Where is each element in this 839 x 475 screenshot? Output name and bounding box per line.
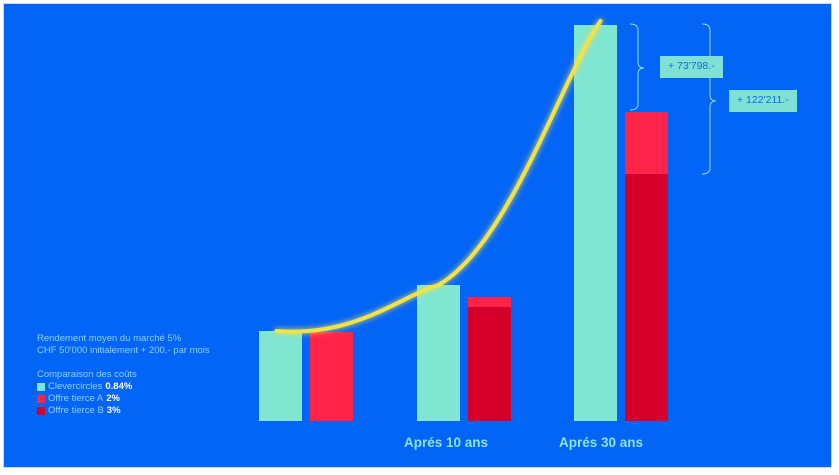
market-info: Rendement moyen du marché 5% CHF 50'000 …	[37, 333, 210, 357]
legend-name: Clevercircles	[48, 381, 103, 392]
legend-item-clevercircles: Clevercircles 0.84%	[37, 381, 137, 393]
legend-swatch-offre-a	[37, 395, 45, 403]
legend-title: Comparaison des coûts	[37, 369, 137, 380]
legend-name: Offre tierce A	[48, 393, 104, 404]
growth-trend-line	[274, 19, 603, 334]
legend-value: 2%	[106, 393, 120, 404]
bar-offre-b-1	[468, 307, 511, 421]
bar-clevercircles-1	[417, 285, 460, 421]
bar-offre-b-2	[625, 174, 668, 421]
investment-text: CHF 50'000 initialement + 200.- par mois	[37, 345, 210, 356]
legend: Comparaison des coûts Clevercircles 0.84…	[37, 369, 137, 417]
legend-value: 3%	[106, 405, 121, 416]
legend-name: Offre tierce B	[48, 405, 104, 416]
bar-offre-a-0	[310, 332, 353, 421]
legend-swatch-offre-b	[37, 407, 45, 415]
bar-clevercircles-0	[259, 331, 302, 421]
bar-chart	[259, 19, 717, 421]
bars-group	[259, 25, 668, 421]
bar-clevercircles-2	[574, 25, 617, 421]
difference-label-a: + 73'798.-	[660, 56, 723, 78]
period-label-10-years: Aprés 10 ans	[404, 435, 489, 450]
legend-swatch-clevercircles	[37, 383, 45, 391]
brace-a	[629, 23, 645, 111]
brace-b	[701, 23, 717, 175]
legend-value: 0.84%	[105, 381, 133, 392]
difference-label-b: + 122'211.-	[729, 90, 797, 112]
difference-braces	[629, 23, 717, 175]
market-return-text: Rendement moyen du marché 5%	[37, 333, 182, 344]
legend-item-offre-b: Offre tierce B 3%	[37, 405, 137, 417]
chart-frame: Rendement moyen du marché 5% CHF 50'000 …	[3, 3, 832, 468]
legend-item-offre-a: Offre tierce A 2%	[37, 393, 137, 405]
period-label-30-years: Aprés 30 ans	[559, 435, 644, 450]
